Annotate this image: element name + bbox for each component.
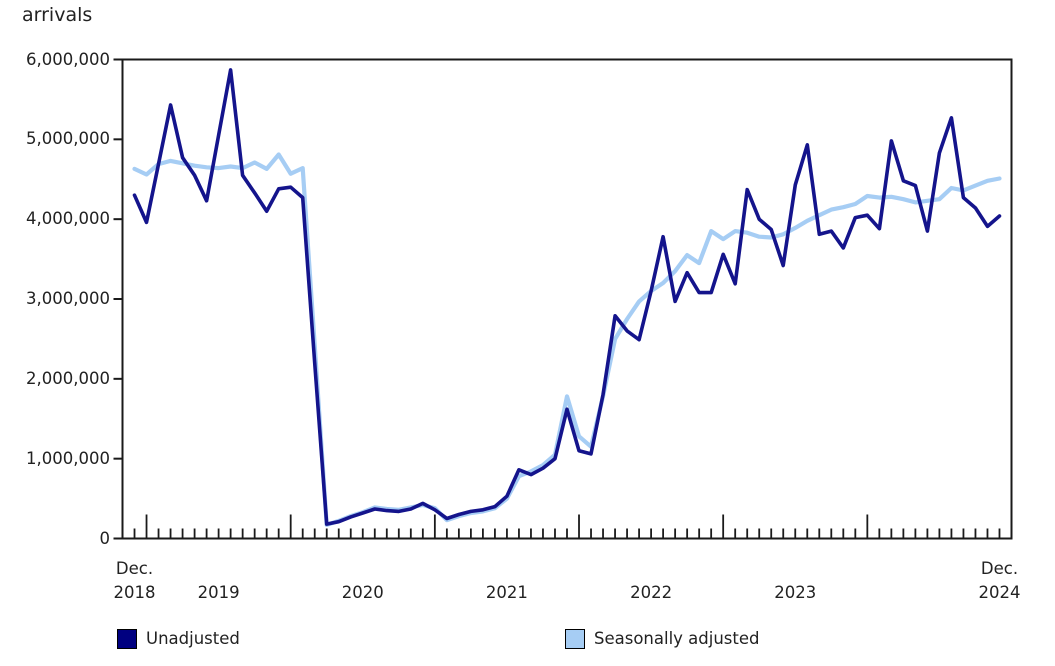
legend-label-seasonally-adjusted: Seasonally adjusted — [594, 629, 760, 648]
unadjusted-swatch-icon — [117, 628, 137, 649]
y-axis-tick-label: 3,000,000 — [26, 289, 110, 308]
x-axis-tick-label: 2020 — [341, 583, 384, 602]
plot-frame — [121, 58, 1013, 540]
y-axis-tick-label: 6,000,000 — [26, 49, 110, 69]
y-axis-title: arrivals — [22, 4, 93, 26]
y-axis-tick-label: 1,000,000 — [26, 448, 110, 468]
x-axis-tick-label: Dec. 2024 — [978, 559, 1021, 602]
legend-item-unadjusted: Unadjusted — [117, 627, 240, 650]
x-axis-tick-label: 2023 — [774, 583, 817, 602]
y-axis-tick-label: 2,000,000 — [26, 368, 110, 388]
y-axis-tick-label: 0 — [99, 528, 111, 548]
seasonally-adjusted-line — [132, 152, 1002, 528]
x-axis-tick-label: Dec. 2018 — [113, 559, 156, 602]
unadjusted-line — [132, 68, 1002, 526]
y-axis-tick-label: 4,000,000 — [26, 209, 110, 229]
legend-item-seasonally-adjusted: Seasonally adjusted — [565, 627, 760, 650]
legend-label-unadjusted: Unadjusted — [146, 629, 240, 648]
seasonally-adjusted-swatch-icon — [565, 628, 585, 649]
x-axis-tick-label: 2022 — [630, 583, 673, 602]
x-axis-tick-label: 2019 — [197, 583, 240, 602]
y-axis-tick-label: 5,000,000 — [26, 129, 110, 149]
x-axis-tick-label: 2021 — [485, 583, 528, 602]
